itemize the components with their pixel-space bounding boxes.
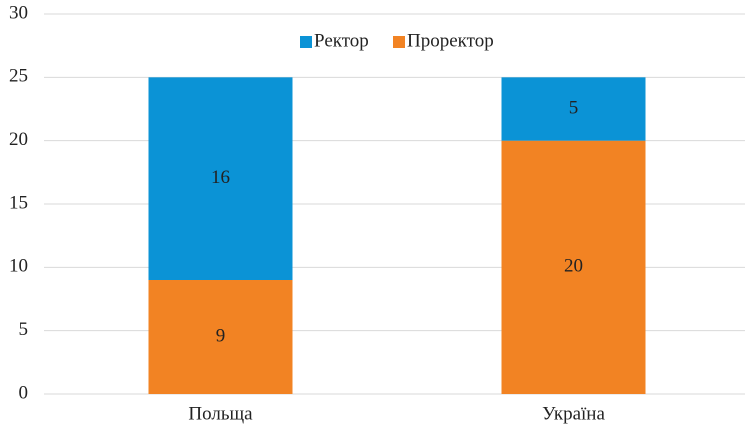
legend-label: Ректор bbox=[314, 30, 369, 51]
bar-segment bbox=[501, 140, 646, 394]
legend-swatch bbox=[393, 36, 405, 48]
y-tick-label: 0 bbox=[19, 382, 29, 403]
data-label: 5 bbox=[569, 97, 579, 118]
legend-label: Проректор bbox=[407, 30, 494, 51]
bar-segment bbox=[148, 77, 293, 280]
x-tick-label: Польща bbox=[188, 403, 253, 424]
y-tick-label: 5 bbox=[19, 319, 29, 340]
y-tick-label: 25 bbox=[9, 66, 28, 87]
y-tick-label: 30 bbox=[9, 2, 28, 23]
data-label: 20 bbox=[564, 256, 583, 277]
bar-segment bbox=[148, 280, 293, 394]
bar-segment bbox=[501, 77, 646, 141]
y-tick-label: 20 bbox=[9, 129, 28, 150]
data-label: 16 bbox=[211, 167, 230, 188]
x-tick-label: Україна bbox=[542, 403, 605, 424]
y-tick-label: 15 bbox=[9, 192, 28, 213]
data-label: 9 bbox=[216, 325, 226, 346]
legend-swatch bbox=[300, 36, 312, 48]
y-tick-label: 10 bbox=[9, 256, 28, 277]
